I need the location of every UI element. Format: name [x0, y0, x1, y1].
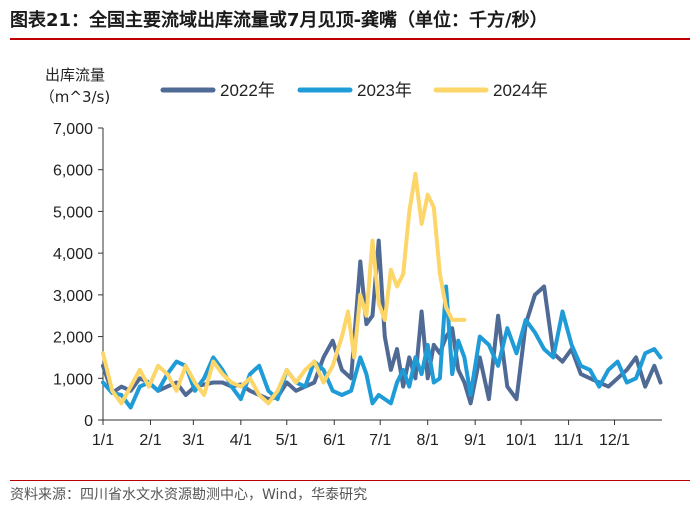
y-axis-label: 出库流量 （m^3/s) [30, 64, 120, 108]
y-tick-label: 3,000 [53, 288, 93, 305]
y-tick-label: 2,000 [53, 330, 93, 347]
y-tick-label: 1,000 [53, 371, 93, 388]
x-tick-label: 5/1 [276, 432, 298, 449]
source-note: 资料来源：四川省水文水资源勘测中心，Wind，华泰研究 [10, 487, 368, 503]
x-tick-label: 12/1 [599, 432, 630, 449]
footer-rule [10, 480, 690, 481]
series-group [101, 171, 663, 410]
figure-title-text: 全国主要流域出库流量或7月见顶-龚嘴（单位：千方/秒） [89, 10, 548, 31]
legend: 2022年 2023年 2024年 [160, 81, 548, 100]
title-rule [10, 38, 690, 40]
x-tick-label: 7/1 [369, 432, 391, 449]
series-line-2023 [101, 284, 663, 410]
figure-title: 图表21：全国主要流域出库流量或7月见顶-龚嘴（单位：千方/秒） [10, 6, 690, 36]
x-tick-label: 8/1 [417, 432, 439, 449]
legend-label: 2024年 [493, 81, 548, 100]
y-tick-label: 6,000 [53, 163, 93, 180]
legend-label: 2022年 [220, 81, 275, 100]
x-tick-label: 6/1 [323, 432, 345, 449]
x-tick-label: 9/1 [464, 432, 486, 449]
series-line-2022 [101, 238, 663, 406]
x-tick-label: 10/1 [506, 432, 537, 449]
x-tick-label: 11/1 [554, 432, 584, 449]
y-tick-label: 4,000 [53, 246, 93, 263]
x-tick-label: 4/1 [230, 432, 252, 449]
y-tick-label: 0 [84, 413, 93, 430]
x-tick-label: 1/1 [92, 432, 114, 449]
y-axis-label-line2: （m^3/s) [39, 88, 111, 106]
x-tick-label: 3/1 [182, 432, 204, 449]
legend-label: 2023年 [357, 81, 412, 100]
y-tick-label: 5,000 [53, 204, 93, 221]
x-tick-label: 2/1 [139, 432, 161, 449]
y-axis-label-line1: 出库流量 [44, 66, 105, 84]
axes: 0 1,000 2,000 3,000 4,000 5,000 6,000 7,000 1/1 2… [53, 121, 662, 449]
series-line-2024 [101, 171, 467, 406]
figure-label: 图表21： [10, 10, 90, 31]
y-tick-label: 7,000 [53, 121, 93, 138]
